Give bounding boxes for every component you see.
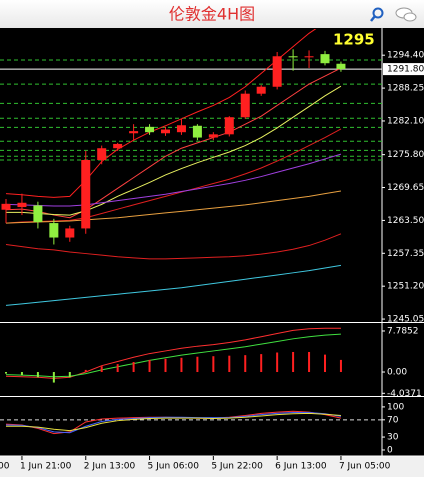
- histogram-bar: [5, 372, 7, 374]
- indicator-line: [5, 128, 342, 224]
- candle-body: [240, 93, 250, 118]
- histogram-bar: [52, 372, 55, 383]
- y-tick-label: 0.00: [387, 368, 407, 378]
- y-tick-label: 1263.50: [387, 216, 424, 226]
- candle-body: [49, 223, 59, 238]
- histogram-bar: [164, 358, 167, 373]
- plot-background: [0, 28, 424, 456]
- candle-body: [113, 143, 123, 149]
- x-tick-label: 7 Jun 05:00: [339, 462, 391, 472]
- candle-body: [17, 202, 27, 208]
- candle-body: [288, 56, 298, 58]
- candle-body: [192, 125, 202, 138]
- candle-body: [65, 228, 75, 238]
- panel: [0, 410, 382, 435]
- candle-body: [256, 86, 266, 94]
- y-tick-label: 100: [387, 402, 404, 412]
- histogram-bar: [308, 351, 311, 373]
- histogram-bar: [228, 355, 231, 373]
- histogram-bar: [68, 372, 71, 378]
- indicator-line: [5, 327, 341, 379]
- histogram-bar: [36, 372, 39, 378]
- histogram-bar: [276, 352, 279, 373]
- y-tick-label: 1245.05: [387, 315, 424, 325]
- header-title: 伦敦金4H图: [169, 5, 255, 24]
- histogram-bar: [116, 364, 119, 373]
- current-price-label: 1291.80: [387, 65, 424, 75]
- histogram-bar: [196, 356, 199, 373]
- histogram-bar: [244, 355, 247, 373]
- candle-body: [161, 129, 170, 134]
- indicator-line: [6, 85, 342, 216]
- histogram-bar: [212, 356, 215, 373]
- histogram-bar: [148, 359, 151, 373]
- panel: [5, 327, 342, 383]
- candle-body: [33, 205, 43, 223]
- histogram-bar: [100, 366, 103, 373]
- candle-body: [176, 125, 186, 133]
- candle-body: [304, 56, 314, 58]
- y-tick-label: -4.0371: [387, 389, 422, 399]
- histogram-bar: [324, 354, 326, 373]
- y-tick-label: 0: [387, 445, 393, 455]
- search-icon[interactable]: [370, 7, 384, 22]
- indicator-line: [5, 264, 342, 306]
- histogram-bar: [132, 362, 135, 373]
- x-tick-label: 5 Jun 22:00: [211, 462, 263, 472]
- candle-body: [81, 159, 91, 229]
- comment-icon[interactable]: [395, 7, 417, 22]
- candle-body: [224, 117, 234, 135]
- y-tick-label: 1275.80: [387, 150, 424, 160]
- candle-body: [97, 148, 107, 160]
- indicator-line: [5, 190, 342, 224]
- annotation: 1295: [333, 31, 375, 49]
- y-tick-label: 1282.10: [387, 116, 424, 126]
- indicator-line: [6, 412, 341, 432]
- candle-body: [1, 203, 11, 210]
- indicator-line: [5, 67, 342, 219]
- y-tick-label: 1269.65: [387, 183, 424, 193]
- y-tick-label: 30: [387, 433, 399, 443]
- y-tick-label: 7.7852: [387, 326, 419, 336]
- histogram-bar: [339, 359, 342, 373]
- indicator-line: [5, 412, 342, 434]
- histogram-bar: [180, 357, 183, 373]
- y-tick-label: 1288.25: [387, 84, 424, 94]
- x-tick-label: 1 Jun 21:00: [20, 462, 72, 472]
- current-price-box: [383, 63, 424, 76]
- histogram-bar: [260, 354, 263, 373]
- histogram-bar: [84, 369, 87, 373]
- indicator-line: [5, 333, 341, 378]
- indicator-line: [5, 29, 317, 198]
- histogram-bar: [292, 351, 295, 373]
- y-tick-label: 1257.35: [387, 249, 424, 259]
- candle-body: [145, 126, 155, 133]
- candle-body: [129, 131, 139, 134]
- indicator-line: [5, 153, 342, 207]
- x-tick-label: 5 Jun 06:00: [148, 462, 200, 472]
- x-axis-background: [0, 456, 424, 477]
- candle-body: [336, 63, 346, 70]
- header: [0, 0, 424, 28]
- y-tick-label: 1251.20: [387, 282, 424, 292]
- indicator-line: [5, 233, 342, 260]
- candle-body: [208, 134, 218, 138]
- candle-body: [272, 56, 282, 87]
- histogram-bar: [20, 372, 23, 376]
- x-tick-label: 00: [0, 462, 10, 472]
- x-tick-label: 6 Jun 13:00: [275, 462, 327, 472]
- panel: [0, 29, 382, 306]
- y-tick-label: 1294.40: [387, 51, 424, 61]
- x-tick-label: 2 Jun 13:00: [84, 462, 136, 472]
- candle-body: [320, 54, 330, 64]
- y-tick-label: 70: [387, 415, 399, 425]
